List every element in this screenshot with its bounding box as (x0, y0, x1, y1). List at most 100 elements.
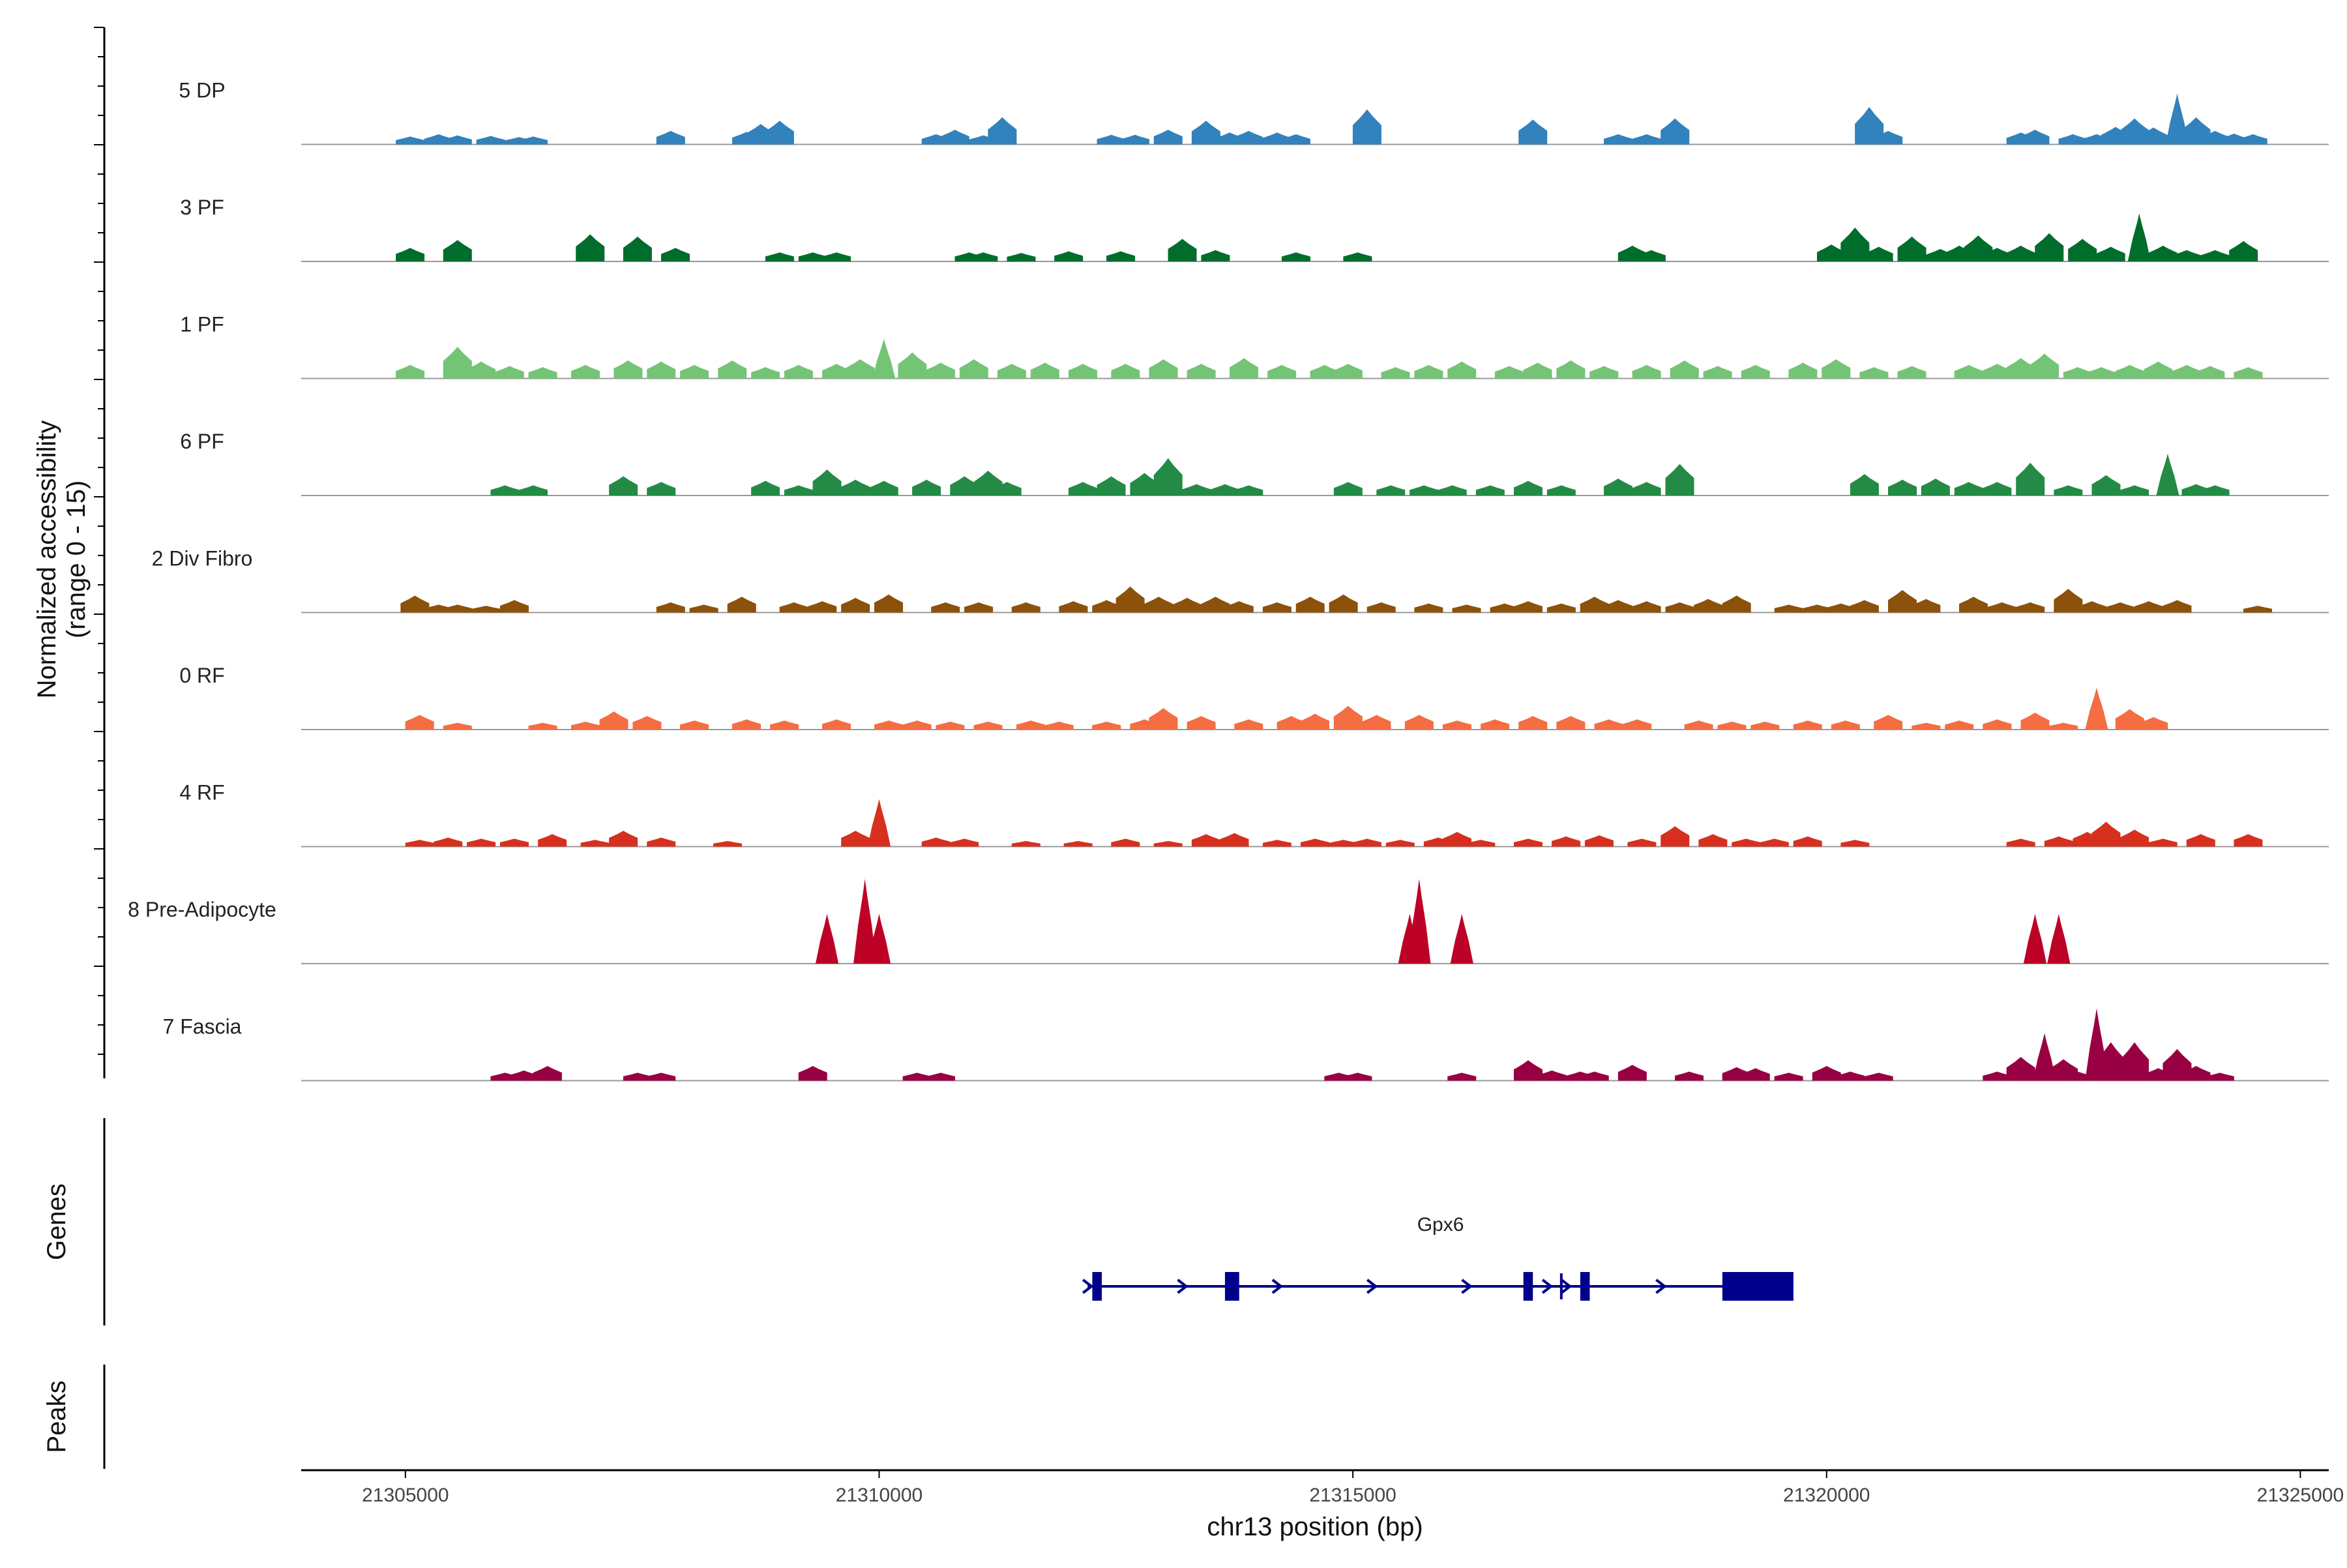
coverage-peak (1450, 913, 1473, 964)
coverage-peak (519, 485, 548, 496)
coverage-peak (1404, 715, 1434, 730)
x-tick-label: 21305000 (362, 1485, 449, 1506)
coverage-peak (2035, 233, 2064, 261)
coverage-peak (1897, 236, 1926, 261)
coverage-peak (2234, 834, 2263, 847)
x-tick-label: 21320000 (1783, 1485, 1870, 1506)
coverage-peak (2085, 687, 2108, 730)
coverage-peak (1153, 129, 1183, 145)
coverage-peak (1106, 251, 1136, 261)
coverage-peak (2054, 589, 2083, 613)
coverage-peak (751, 367, 780, 379)
coverage-peak (1447, 1072, 1477, 1081)
coverage-peak (1556, 716, 1586, 730)
coverage-peak (1513, 601, 1543, 613)
peaks-panel: Peaks (42, 1365, 106, 1469)
coverage-peak (902, 1072, 932, 1081)
coverage-peak (2196, 366, 2225, 379)
coverage-peak (2120, 485, 2149, 496)
track-1-pf: 1 PF (180, 313, 2329, 379)
coverage-peak (1546, 603, 1576, 613)
coverage-peak (1661, 118, 1690, 145)
coverage-peak (1385, 840, 1415, 847)
track-7-fascia: 7 Fascia (163, 1008, 2329, 1082)
strand-arrow (1177, 1279, 1188, 1294)
coverage-peak (815, 913, 839, 964)
coverage-peak (396, 364, 425, 379)
coverage-peak (765, 121, 794, 145)
coverage-peak (2068, 239, 2097, 261)
x-axis: 21305000 21310000 21315000 21320000 21325000… (301, 1469, 2344, 1541)
coverage-peak (396, 248, 425, 261)
coverage-peak (959, 359, 988, 379)
coverage-peak (443, 346, 472, 379)
y-axis: Normalized accessibility (range 0 - 15) (33, 27, 106, 1078)
coverage-peak (1983, 719, 2012, 730)
x-tick-label: 21315000 (1309, 1485, 1396, 1506)
coverage-peak (1589, 366, 1619, 379)
coverage-peak (874, 594, 904, 613)
coverage-peak (926, 1072, 955, 1081)
coverage-peak (2144, 361, 2173, 379)
coverage-peak (718, 360, 747, 379)
coverage-peak (808, 601, 837, 613)
coverage-peak (2049, 722, 2078, 730)
coverage-peak (609, 476, 638, 496)
coverage-peak (1983, 482, 2012, 496)
coverage-peak (647, 361, 676, 379)
coverage-peak (867, 799, 891, 847)
coverage-peak (2200, 250, 2230, 261)
coverage-peak (2096, 1042, 2125, 1081)
coverage-peak (1333, 705, 1363, 730)
strand-arrow (1655, 1279, 1667, 1294)
coverage-peak (519, 136, 548, 145)
coverage-peak (1262, 602, 1292, 613)
coverage-peak (1191, 121, 1220, 145)
coverage-peak (661, 248, 690, 261)
coverage-peak (1130, 473, 1159, 496)
coverage-peak (1442, 720, 1471, 730)
coverage-peak (1793, 720, 1822, 730)
track-label: 0 RF (179, 664, 224, 687)
coverage-peak (784, 364, 813, 379)
coverage-peak (846, 359, 875, 379)
coverage-peak (1210, 484, 1239, 496)
coverage-peak (1414, 364, 1443, 379)
coverage-peak (1750, 721, 1780, 730)
coverage-peak (1301, 838, 1329, 847)
coverage-peak (1954, 364, 1983, 379)
coverage-peak (812, 469, 842, 496)
genes-panel: Genes Gpx6 (42, 1118, 1793, 1325)
track-label: 5 DP (179, 79, 225, 102)
coverage-peak (1111, 838, 1140, 847)
coverage-peak (867, 913, 891, 964)
coverage-peak (2023, 913, 2047, 964)
coverage-peak (570, 364, 600, 379)
coverage-peak (1983, 363, 2012, 379)
coverage-peak (1343, 252, 1372, 261)
coverage-peak (632, 716, 662, 730)
coverage-peak (1513, 838, 1543, 847)
coverage-peak (2047, 913, 2071, 964)
coverage-peak (1030, 362, 1059, 379)
coverage-peak (1921, 479, 1950, 496)
coverage-peak (1481, 719, 1510, 730)
coverage-peak (2148, 838, 2177, 847)
peaks-panel-label: Peaks (42, 1380, 71, 1453)
coverage-peak (656, 130, 685, 145)
strand-arrow (1560, 1279, 1572, 1294)
coverage-peak (1475, 485, 1505, 496)
coverage-peak (1438, 485, 1467, 496)
coverage-peak (1277, 716, 1306, 730)
coverage-peak (1822, 359, 1851, 379)
coverage-peak (1897, 366, 1926, 379)
coverage-peak (1788, 362, 1818, 379)
coverage-peak (647, 482, 676, 496)
genes-panel-label: Genes (42, 1183, 71, 1260)
coverage-peak (1513, 481, 1543, 496)
coverage-peak (499, 600, 529, 613)
coverage-peak (689, 604, 718, 613)
coverage-peak (2115, 364, 2144, 379)
